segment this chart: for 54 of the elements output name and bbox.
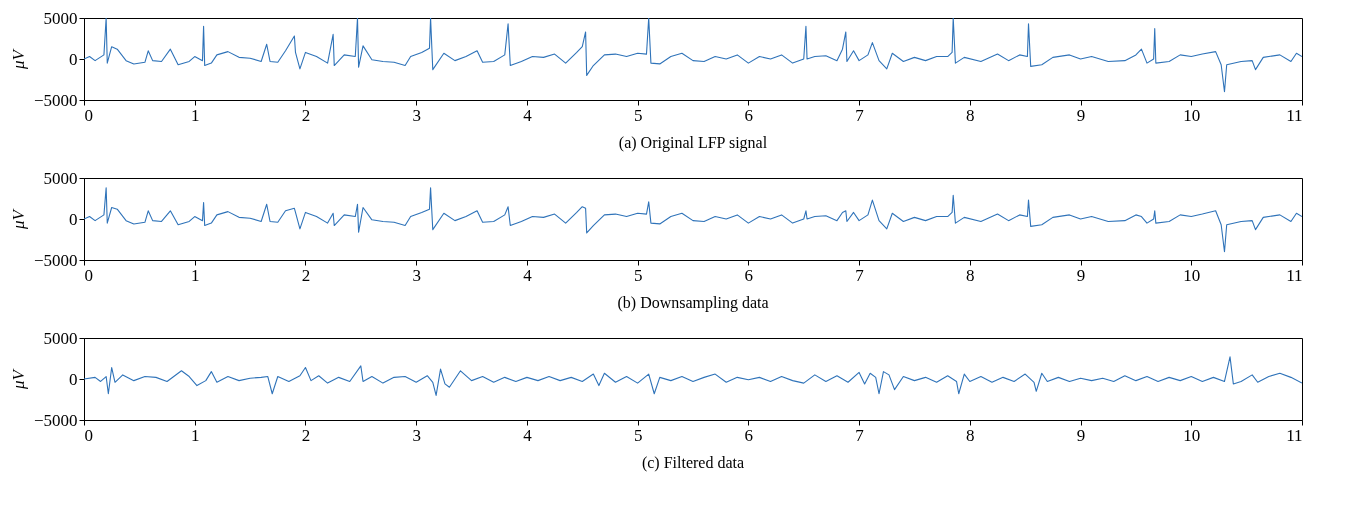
y-tick-label: 0 [69, 49, 78, 69]
line-series [84, 18, 1302, 93]
y-axis-title: μV [8, 207, 28, 230]
x-tick-label: 8 [966, 105, 975, 125]
x-tick-label: 7 [855, 105, 865, 125]
y-tick-label: 0 [69, 209, 78, 229]
x-tick-label: 8 [966, 265, 975, 285]
x-tick-label: 2 [301, 425, 311, 445]
text: (a) Original LFP signal [618, 134, 768, 152]
y-tick-label: 0 [69, 369, 78, 389]
x-tick-label: 11 [1286, 265, 1303, 285]
x-tick-label: 5 [633, 105, 643, 125]
x-tick-label: 0 [84, 105, 93, 125]
x-tick-label: 4 [523, 105, 533, 125]
x-tick-label: 9 [1076, 425, 1086, 445]
x-tick-label: 9 [1076, 105, 1086, 125]
y-tick-label: −5000 [33, 90, 78, 110]
x-tick-label: 8 [966, 425, 975, 445]
x-tick-label: 11 [1286, 105, 1303, 125]
x-tick-label: 3 [412, 265, 421, 285]
x-tick-label: 6 [744, 105, 754, 125]
x-tick-label: 0 [84, 265, 93, 285]
x-tick-label: 2 [301, 265, 311, 285]
y-axis-title: μV [8, 367, 28, 390]
x-tick-label: 10 [1183, 425, 1201, 445]
y-tick-label: 5000 [43, 168, 78, 188]
y-tick-label: −5000 [33, 250, 78, 270]
x-tick-label: 10 [1183, 105, 1201, 125]
x-tick-label: 1 [190, 425, 200, 445]
x-tick-label: 11 [1286, 425, 1303, 445]
x-tick-label: 0 [84, 425, 93, 445]
x-tick-label: 4 [523, 425, 533, 445]
x-tick-label: 7 [855, 425, 865, 445]
x-tick-label: 6 [744, 425, 754, 445]
x-tick-label: 4 [523, 265, 533, 285]
x-tick-label: 1 [190, 265, 200, 285]
y-tick-label: −5000 [33, 410, 78, 430]
x-tick-label: 2 [301, 105, 311, 125]
y-tick-label: 5000 [43, 328, 78, 348]
line-series [84, 187, 1302, 253]
x-tick-label: 6 [744, 265, 754, 285]
text: (b) Downsampling data [617, 294, 769, 312]
x-tick-label: 5 [633, 425, 643, 445]
x-tick-label: 7 [855, 265, 865, 285]
line-series [84, 356, 1302, 396]
x-tick-label: 3 [412, 105, 421, 125]
y-axis-title: μV [8, 47, 28, 70]
x-tick-label: 10 [1183, 265, 1201, 285]
x-tick-label: 3 [412, 425, 421, 445]
y-tick-label: 5000 [43, 8, 78, 28]
x-tick-label: 5 [633, 265, 643, 285]
text: (c) Filtered data [641, 454, 745, 472]
x-tick-label: 9 [1076, 265, 1086, 285]
x-tick-label: 1 [190, 105, 200, 125]
